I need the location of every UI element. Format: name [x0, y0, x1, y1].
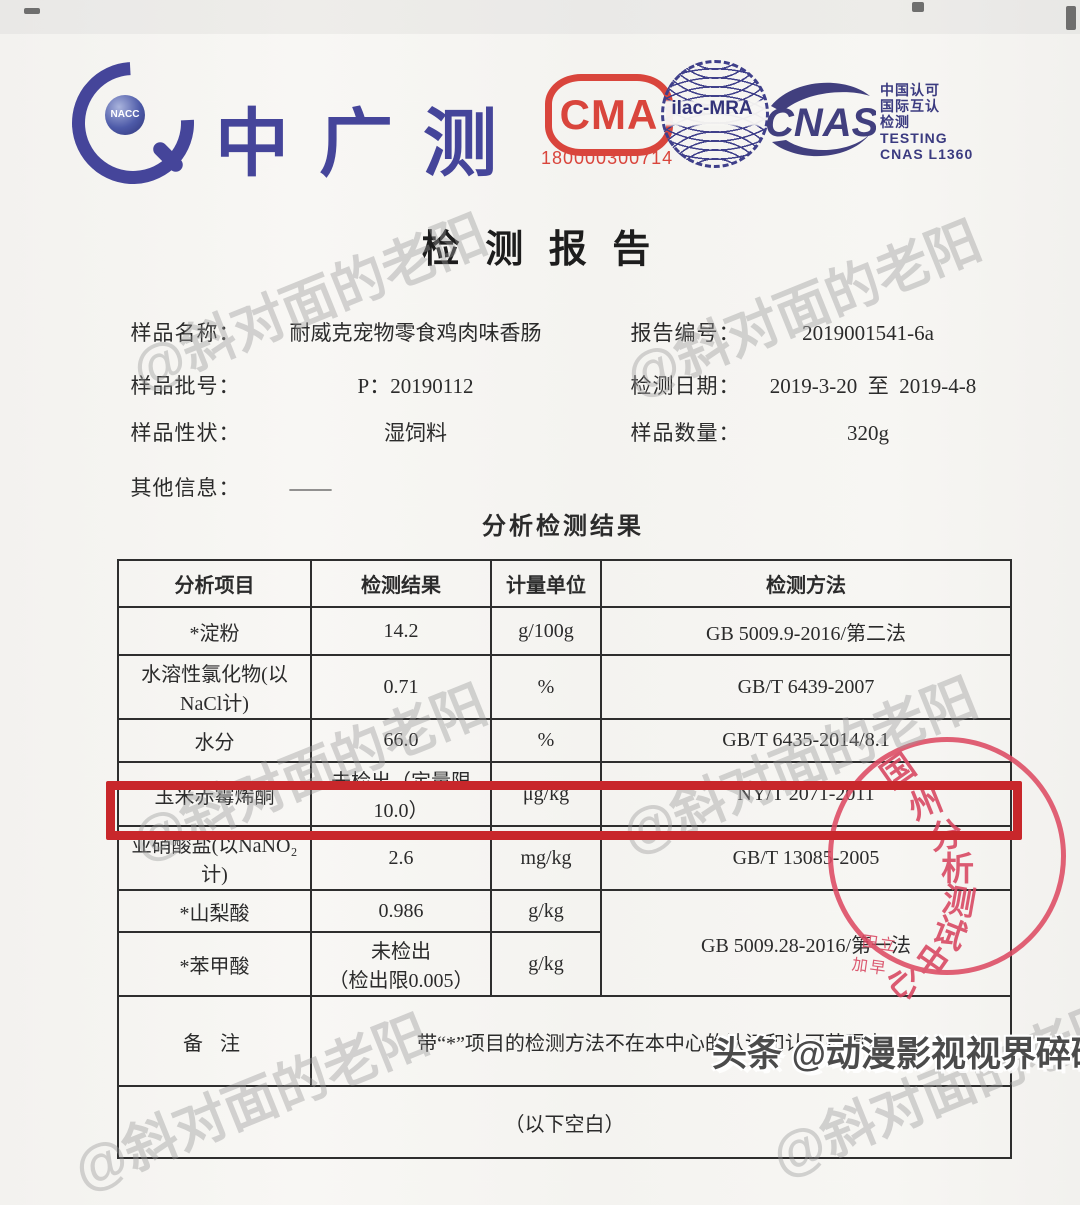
col-header-unit: 计量单位 [490, 559, 602, 608]
scan-artifact [912, 2, 924, 12]
table-row: *淀粉 14.2 g/100g GB 5009.9-2016/第二法 [117, 606, 1012, 656]
scan-shade [0, 0, 1080, 34]
section-title: 分析检测结果 [482, 514, 644, 540]
cell-unit: % [490, 654, 602, 720]
cell-result: 0.71 [310, 654, 492, 720]
field-value: —— [289, 476, 332, 500]
cell-item: *淀粉 [117, 606, 312, 656]
field-label: 报告编号： [630, 321, 741, 345]
scan-artifact [24, 8, 40, 14]
field-label: 其他信息： [130, 476, 241, 500]
table-row: *苯甲酸 未检出 （检出限0.005） g/kg [117, 931, 1011, 997]
col-header-item: 分析项目 [117, 559, 312, 608]
official-red-seal: 国 州 分 析 测 试 中 心 田立 加早 [828, 737, 1066, 1008]
cell-item: 玉米赤霉烯酮 [117, 761, 312, 827]
field-label: 样品性状： [130, 421, 241, 445]
cell-result: 66.0 [310, 718, 492, 763]
lab-logo-nacc-badge: NACC [105, 95, 145, 135]
field-value: 2019-3-20 至 2019-4-8 [769, 374, 977, 398]
cell-unit: g/kg [490, 889, 602, 933]
cell-method: GB 5009.9-2016/第二法 [600, 606, 1012, 656]
cell-unit: g/100g [490, 606, 602, 656]
cell-result: 14.2 [310, 606, 492, 656]
cell-item: 水溶性氯化物(以NaCl计) [117, 654, 312, 720]
cnas-label: CNAS [765, 101, 876, 145]
cnas-mark-icon: CNAS [765, 82, 876, 157]
table-header-row: 分析项目 检测结果 计量单位 检测方法 [117, 559, 1012, 608]
field-value: 2019001541-6a [802, 321, 934, 345]
cell-item: 水分 [117, 718, 312, 763]
highlight-box-nitrite-row [106, 781, 1022, 840]
field-quantity: 样品数量： 320g [620, 392, 996, 447]
cell-result: 0.986 [310, 889, 492, 933]
cma-mark-icon: CMA [545, 74, 673, 156]
cell-item: *山梨酸 [117, 889, 312, 933]
field-label: 样品名称： [130, 321, 241, 345]
ilac-mra-label: ilac-MRA [671, 98, 753, 119]
field-label: 检测日期： [630, 374, 741, 398]
seal-ring-icon [828, 737, 1066, 975]
cell-unit: g/kg [490, 931, 602, 997]
scan-artifact [1066, 6, 1076, 30]
seal-small-text: 加早 [850, 956, 889, 979]
field-value: 320g [847, 421, 889, 445]
ilac-mra-mark-icon [661, 60, 769, 168]
table-row: 水溶性氯化物(以NaCl计) 0.71 % GB/T 6439-2007 [117, 654, 1012, 720]
field-test-date: 检测日期： 2019-3-20 至 2019-4-8 [620, 345, 1006, 400]
field-character: 样品性状： 湿饲料 [120, 392, 591, 447]
cell-result: 未检出 （检出限0.005） [310, 931, 492, 997]
col-header-method: 检测方法 [600, 559, 1012, 608]
cnas-info-text: 中国认可 国际互认 检测 TESTING CNAS L1360 [880, 82, 974, 162]
cell-method: GB/T 6439-2007 [600, 654, 1012, 720]
cell-unit: % [490, 718, 602, 763]
field-label: 样品批号： [130, 374, 241, 398]
field-value: 耐威克宠物零食鸡肉味香肠 [289, 321, 542, 345]
remark-row: 备 注 带“*”项目的检测方法不在本中心的认证和认可范围内。 [117, 995, 1012, 1087]
remark-text: 带“*”项目的检测方法不在本中心的认证和认可范围内。 [310, 995, 1012, 1087]
credit-watermark: 头条 @动漫影视视界碎碎念 [712, 1035, 1080, 1074]
cma-certificate-number: 180000300714 [541, 148, 674, 168]
col-header-result: 检测结果 [310, 559, 492, 608]
field-sample-name: 样品名称： 耐威克宠物零食鸡肉味香肠 [120, 292, 591, 347]
cell-item: *苯甲酸 [117, 931, 312, 997]
field-label: 样品数量： [630, 421, 741, 445]
lab-name: 中广测 [215, 104, 527, 186]
report-title: 检 测 报 告 [421, 229, 659, 271]
seal-char: 析 [941, 852, 974, 888]
field-report-no: 报告编号： 2019001541-6a [620, 292, 996, 347]
cell-unit: μg/kg [490, 761, 602, 827]
field-batch: 样品批号： P：20190112 [120, 345, 591, 400]
field-other-info: 其他信息： —— [120, 447, 381, 502]
field-value: 湿饲料 [384, 421, 447, 445]
field-value: P：20190112 [357, 374, 474, 398]
